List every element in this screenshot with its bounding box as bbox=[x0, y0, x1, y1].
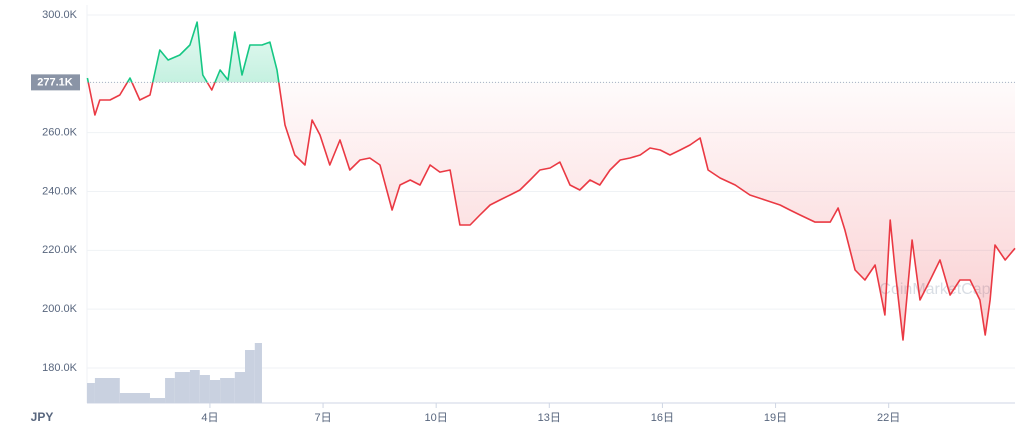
x-tick-label: 10日 bbox=[425, 412, 448, 424]
volume-bar bbox=[220, 378, 235, 403]
volume-bar bbox=[209, 380, 221, 403]
volume-bar bbox=[119, 393, 150, 403]
y-tick-label: 180.0K bbox=[42, 362, 78, 374]
x-tick-label: 16日 bbox=[651, 412, 674, 424]
y-tick-label: 260.0K bbox=[42, 127, 78, 139]
y-tick-label: 220.0K bbox=[42, 244, 78, 256]
volume-bar bbox=[234, 372, 245, 403]
volume-bar bbox=[254, 343, 262, 403]
baseline-tag bbox=[31, 74, 80, 91]
baseline-label: 277.1K bbox=[37, 76, 73, 88]
volume-bar bbox=[94, 378, 120, 403]
volume-bar bbox=[199, 375, 210, 403]
volume-bar bbox=[174, 372, 190, 403]
volume-bar bbox=[165, 378, 175, 403]
volume-bar bbox=[189, 370, 200, 403]
y-tick-label: 300.0K bbox=[42, 9, 78, 21]
x-tick-label: 13日 bbox=[538, 412, 561, 424]
currency-label: JPY bbox=[31, 410, 54, 424]
x-tick-label: 22日 bbox=[877, 412, 900, 424]
y-tick-label: 200.0K bbox=[42, 303, 78, 315]
x-tick-label: 19日 bbox=[764, 412, 787, 424]
volume-bar bbox=[149, 398, 166, 403]
price-line bbox=[86, 21, 1016, 341]
x-tick-label: 7日 bbox=[314, 412, 331, 424]
volume-bar bbox=[244, 350, 255, 403]
volume-bar bbox=[87, 383, 95, 403]
y-tick-label: 240.0K bbox=[42, 185, 78, 197]
price-area bbox=[87, 22, 1016, 340]
x-tick-label: 4日 bbox=[201, 412, 218, 424]
